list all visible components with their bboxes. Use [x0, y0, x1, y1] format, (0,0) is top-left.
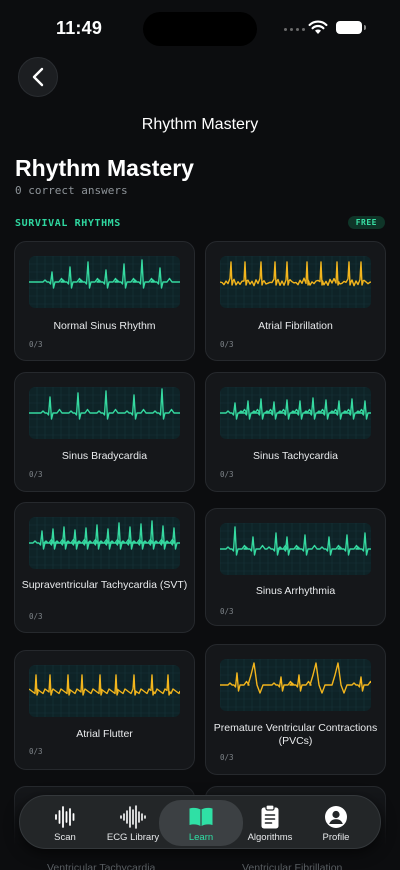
tab-algorithms[interactable]: Algorithms — [240, 796, 300, 850]
status-time: 11:49 — [56, 18, 103, 38]
rhythm-card[interactable]: Premature Ventricular Contractions (PVCs… — [205, 644, 386, 775]
chevron-left-icon — [32, 67, 44, 87]
ecg-wave-icon — [120, 805, 146, 829]
rhythm-card[interactable]: Sinus Tachycardia 0/3 — [205, 372, 386, 492]
ecg-strip — [29, 387, 180, 439]
score-subtitle: 0 correct answers — [15, 184, 128, 197]
rhythm-card-title: Premature Ventricular Contractions (PVCs… — [213, 722, 378, 747]
rhythm-card[interactable]: Atrial Flutter 0/3 — [14, 650, 195, 770]
free-badge: FREE — [347, 216, 385, 229]
rhythm-card[interactable]: Atrial Fibrillation 0/3 — [205, 241, 386, 361]
tab-learn[interactable]: Learn — [159, 800, 243, 846]
clipboard-icon — [261, 804, 279, 829]
tab-bar: Scan ECG Library Learn — [19, 795, 381, 849]
rhythm-card-title: Normal Sinus Rhythm — [53, 320, 156, 332]
ecg-strip — [220, 659, 371, 711]
rhythm-card-title: Sinus Tachycardia — [252, 450, 339, 462]
rhythm-card-score: 0/3 — [220, 340, 234, 349]
dynamic-island — [143, 12, 257, 46]
nav-title: Rhythm Mastery — [141, 116, 259, 133]
rhythm-card-score: 0/3 — [29, 612, 43, 621]
ecg-strip — [29, 517, 180, 569]
ecg-trace — [29, 665, 180, 717]
rhythm-card-score: 0/3 — [220, 470, 234, 479]
ecg-trace — [29, 387, 180, 439]
rhythm-card-title: Sinus Arrhythmia — [255, 585, 336, 597]
rhythm-card-title: Atrial Fibrillation — [258, 320, 333, 332]
cellular-signal-icon — [284, 28, 305, 31]
rhythm-card[interactable]: Supraventricular Tachycardia (SVT) 0/3 — [14, 502, 195, 633]
tab-label: Learn — [188, 832, 214, 843]
tab-label: Profile — [322, 832, 350, 843]
ecg-trace — [220, 659, 371, 711]
ecg-strip — [220, 387, 371, 439]
rhythm-card-title: Sinus Bradycardia — [61, 450, 148, 462]
rhythm-card-score: 0/3 — [220, 607, 234, 616]
page-title: Rhythm Mastery — [15, 155, 194, 181]
book-icon — [189, 807, 213, 827]
ecg-strip — [29, 256, 180, 308]
tab-scan[interactable]: Scan — [36, 796, 94, 850]
partial-card-title: Ventricular Fibrillation — [242, 862, 343, 870]
back-button[interactable] — [18, 57, 58, 97]
tab-profile[interactable]: Profile — [312, 796, 360, 850]
rhythm-card-score: 0/3 — [29, 747, 43, 756]
rhythm-card[interactable]: Sinus Arrhythmia 0/3 — [205, 508, 386, 626]
rhythm-card-title: Atrial Flutter — [76, 728, 133, 740]
rhythm-card[interactable]: Sinus Bradycardia 0/3 — [14, 372, 195, 492]
rhythm-card-score: 0/3 — [29, 470, 43, 479]
tab-label: Algorithms — [247, 832, 293, 843]
ecg-trace — [220, 387, 371, 439]
ecg-trace — [220, 523, 371, 575]
rhythm-card-score: 0/3 — [29, 340, 43, 349]
wifi-icon — [308, 20, 328, 34]
battery-icon — [336, 21, 366, 34]
section-label: SURVIVAL RHYTHMS — [15, 218, 121, 229]
ecg-trace — [29, 256, 180, 308]
tab-label: Scan — [54, 832, 76, 843]
waveform-icon — [55, 806, 75, 828]
rhythm-card-score: 0/3 — [220, 753, 234, 762]
partial-card-title: Ventricular Tachycardia — [47, 862, 156, 870]
tab-ecg-library[interactable]: ECG Library — [100, 796, 166, 850]
ecg-strip — [220, 523, 371, 575]
rhythm-card[interactable]: Normal Sinus Rhythm 0/3 — [14, 241, 195, 361]
tab-label: ECG Library — [106, 832, 160, 843]
person-icon — [325, 806, 347, 828]
ecg-trace — [220, 256, 371, 308]
ecg-strip — [220, 256, 371, 308]
status-bar: 11:49 — [0, 0, 400, 56]
ecg-trace — [29, 517, 180, 569]
ecg-strip — [29, 665, 180, 717]
rhythm-card-title: Supraventricular Tachycardia (SVT) — [21, 579, 188, 591]
